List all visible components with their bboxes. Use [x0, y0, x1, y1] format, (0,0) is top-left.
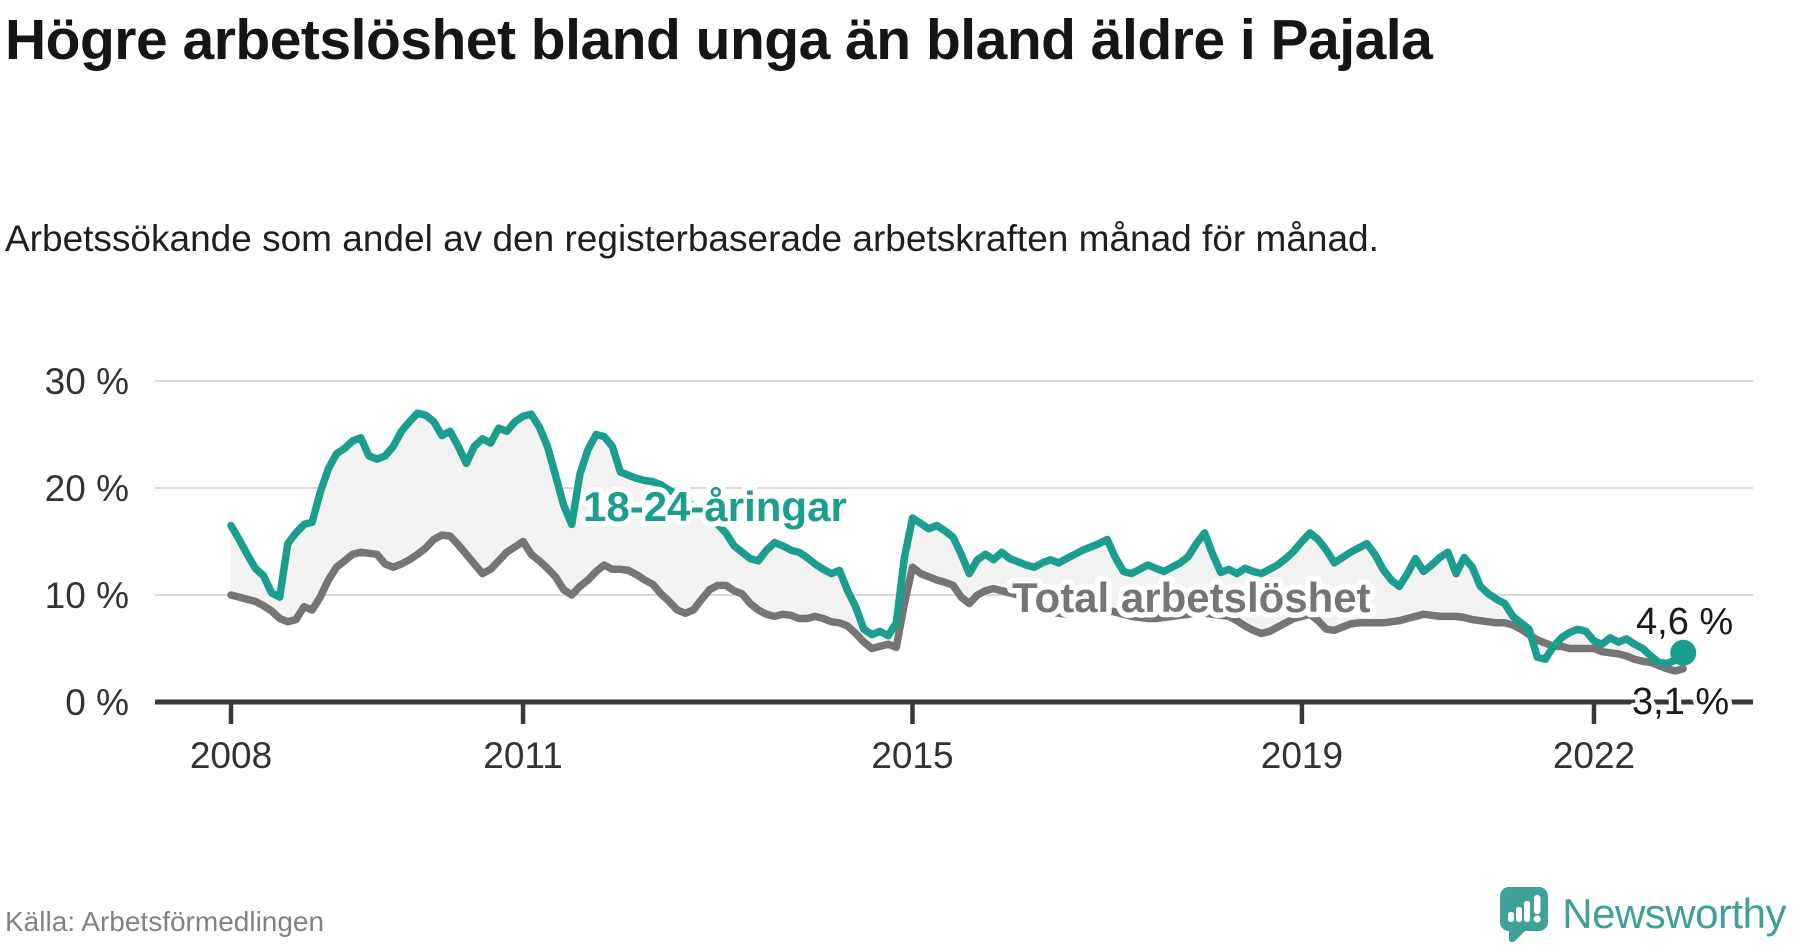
- y-tick-label: 10 %: [45, 575, 129, 616]
- y-tick-label: 20 %: [45, 468, 129, 509]
- last-point-dot-youth: [1670, 639, 1697, 666]
- y-tick-label: 0 %: [65, 682, 129, 723]
- newsworthy-logo-icon: [1500, 887, 1549, 942]
- x-tick-label: 2008: [190, 735, 272, 776]
- x-tick-label: 2019: [1261, 735, 1343, 776]
- end-value-label-total: 3,1 %: [1632, 681, 1729, 723]
- newsworthy-brand: Newsworthy: [1499, 886, 1786, 942]
- series-line-total: [227, 531, 1687, 675]
- series-gap-band: [231, 413, 1684, 671]
- page-subtitle: Arbetssökande som andel av den registerb…: [5, 218, 1379, 259]
- x-tick-label: 2022: [1553, 735, 1635, 776]
- series-line-youth: [227, 409, 1687, 668]
- end-value-label-youth: 4,6 %: [1636, 601, 1733, 643]
- series-label-total: Total arbetslöshet: [1012, 574, 1371, 621]
- brand-name: Newsworthy: [1562, 890, 1786, 937]
- x-tick-label: 2011: [483, 735, 563, 776]
- source-note: Källa: Arbetsförmedlingen: [5, 906, 325, 937]
- page-title: Högre arbetslöshet bland unga än bland ä…: [5, 8, 1433, 72]
- series-label-youth: 18-24-åringar: [583, 483, 847, 530]
- x-tick-label: 2015: [871, 735, 953, 776]
- y-tick-label: 30 %: [45, 361, 129, 402]
